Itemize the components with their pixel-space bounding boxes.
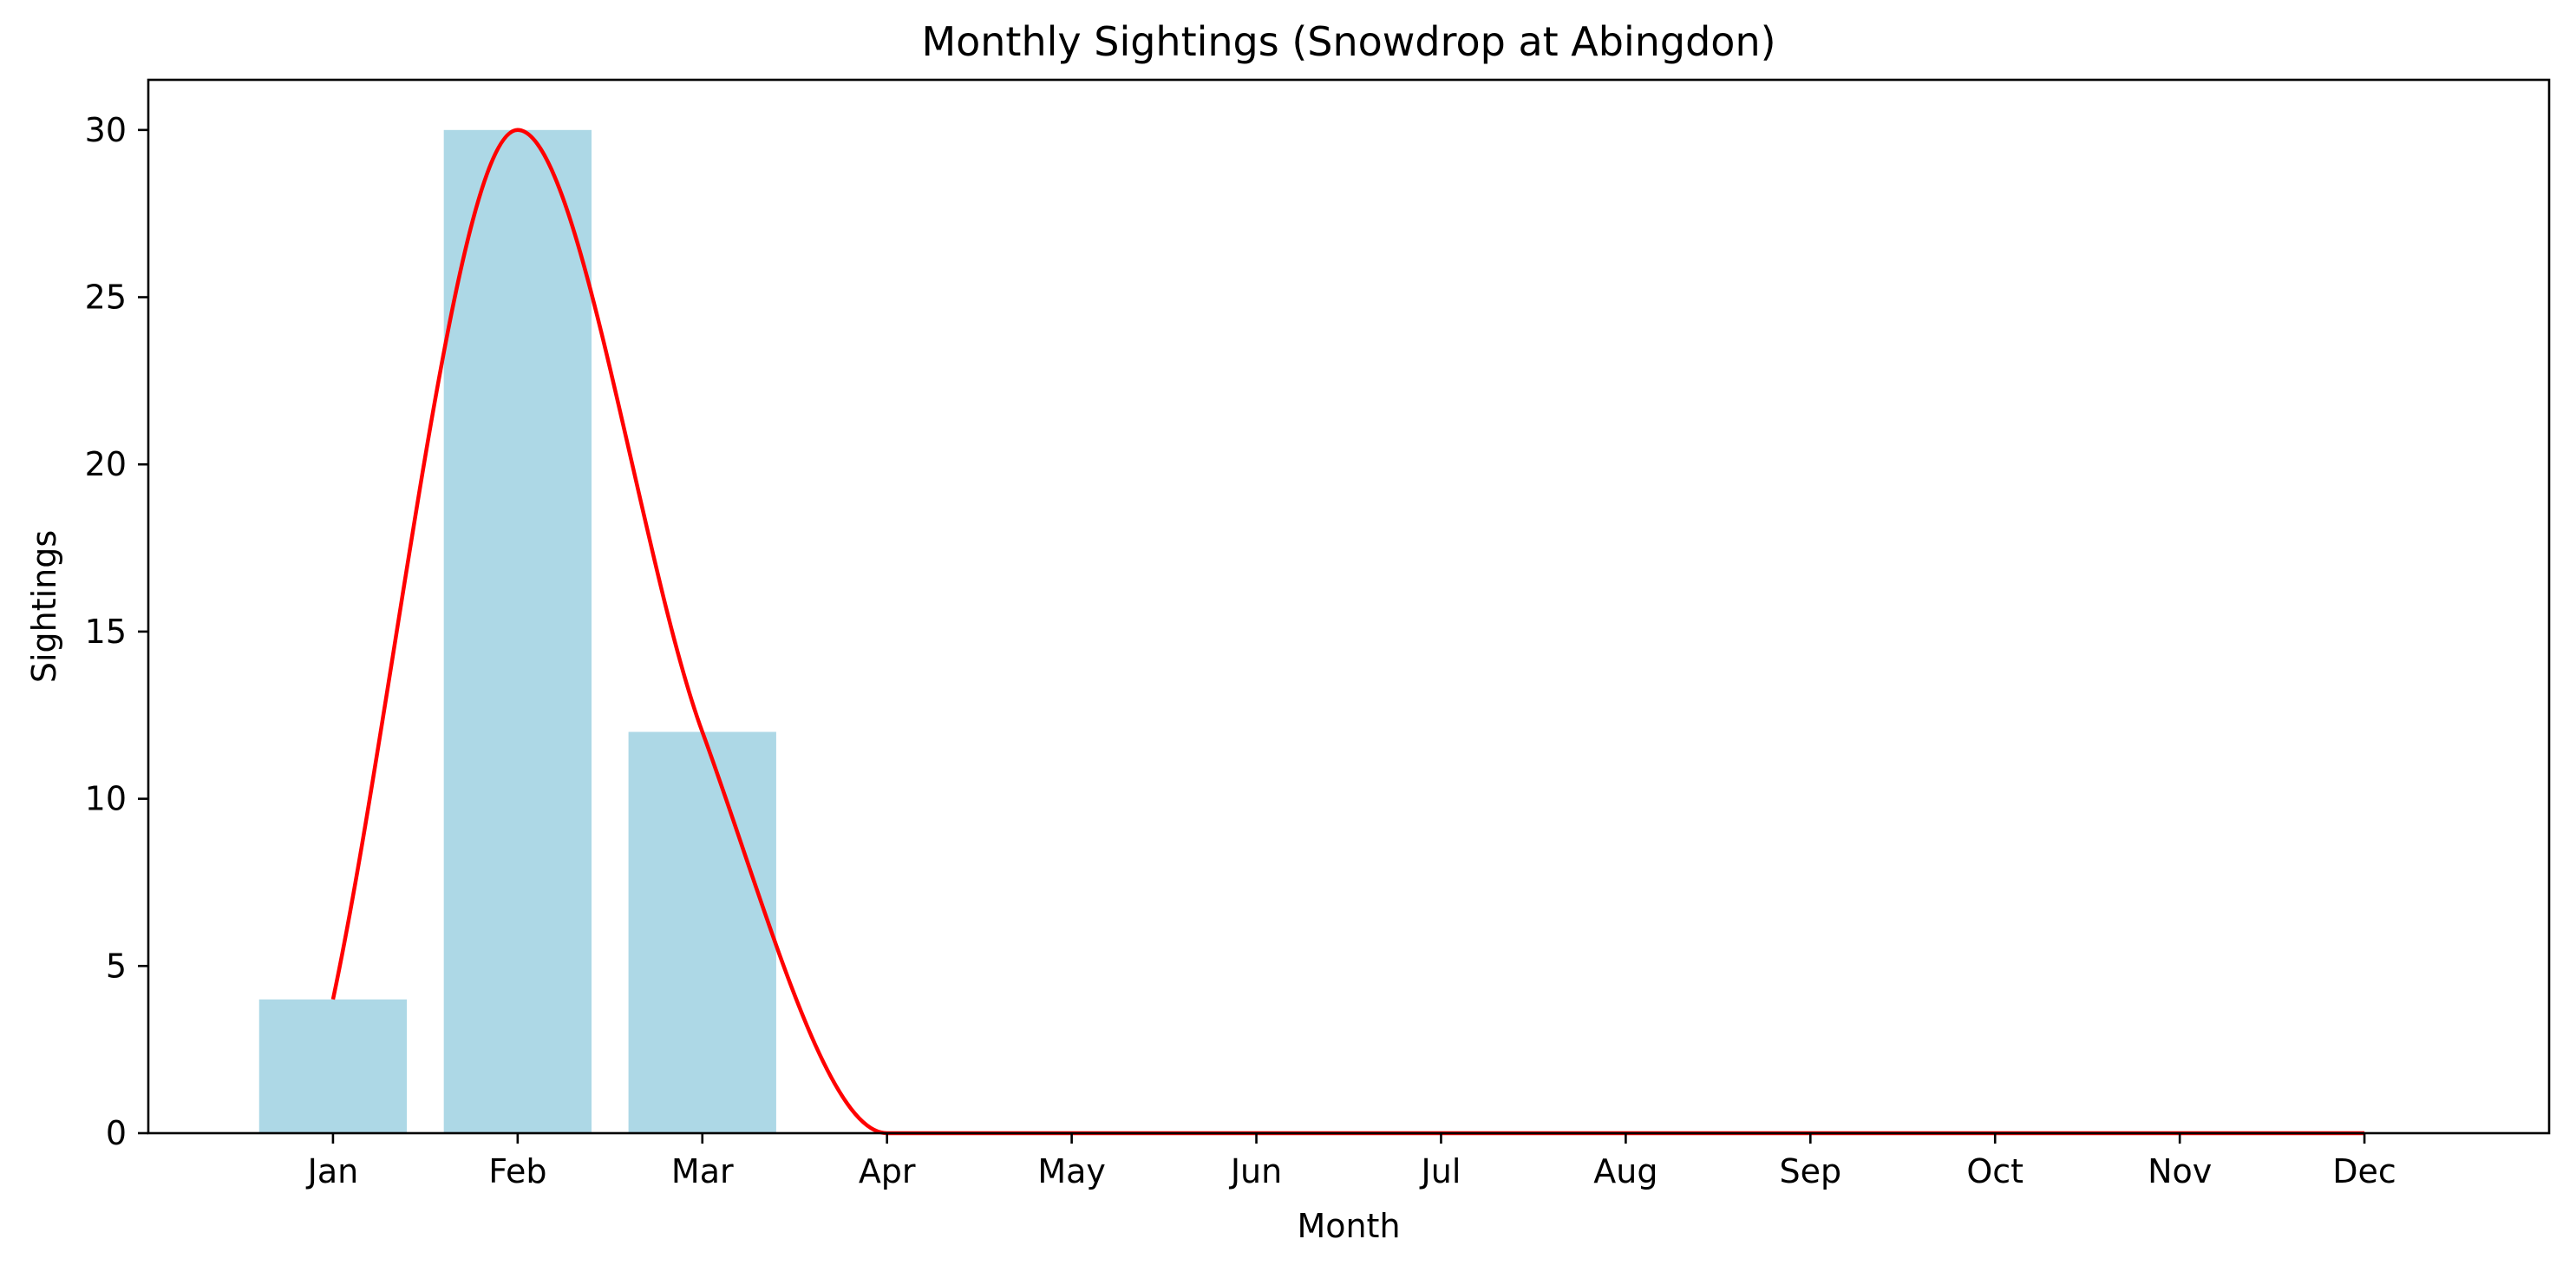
- x-tick-label-aug: Aug: [1593, 1152, 1657, 1190]
- x-tick-label-oct: Oct: [1966, 1152, 2024, 1190]
- x-tick-label-jun: Jun: [1229, 1152, 1282, 1190]
- y-tick-label-25: 25: [85, 279, 127, 317]
- y-tick-label-20: 20: [85, 445, 127, 483]
- x-tick-label-apr: Apr: [859, 1152, 916, 1190]
- bar-mar: [628, 731, 776, 1133]
- y-tick-label-5: 5: [106, 947, 127, 985]
- y-tick-label-30: 30: [85, 111, 127, 149]
- x-tick-label-mar: Mar: [671, 1152, 734, 1190]
- chart-title: Monthly Sightings (Snowdrop at Abingdon): [921, 18, 1775, 65]
- y-axis-label: Sightings: [25, 530, 63, 683]
- y-tick-label-0: 0: [106, 1114, 127, 1152]
- y-ticks-group: 0 5 10 15 20 25 30: [85, 111, 148, 1152]
- x-axis-label: Month: [1297, 1207, 1400, 1245]
- x-tick-label-feb: Feb: [488, 1152, 546, 1190]
- y-tick-label-15: 15: [85, 613, 127, 651]
- x-tick-label-jan: Jan: [306, 1152, 359, 1190]
- x-tick-label-may: May: [1037, 1152, 1106, 1190]
- y-tick-label-10: 10: [85, 780, 127, 818]
- x-tick-label-jul: Jul: [1420, 1152, 1461, 1190]
- x-ticks-group: Jan Feb Mar Apr May Jun Jul Aug Sep Oct Nov Dec: [306, 1133, 2396, 1190]
- x-tick-label-dec: Dec: [2332, 1152, 2396, 1190]
- bar-feb: [443, 129, 592, 1133]
- x-tick-label-sep: Sep: [1779, 1152, 1841, 1190]
- x-tick-label-nov: Nov: [2148, 1152, 2212, 1190]
- bars-group: [258, 129, 776, 1133]
- plot-frame: [147, 78, 2551, 1135]
- bar-jan: [258, 999, 408, 1133]
